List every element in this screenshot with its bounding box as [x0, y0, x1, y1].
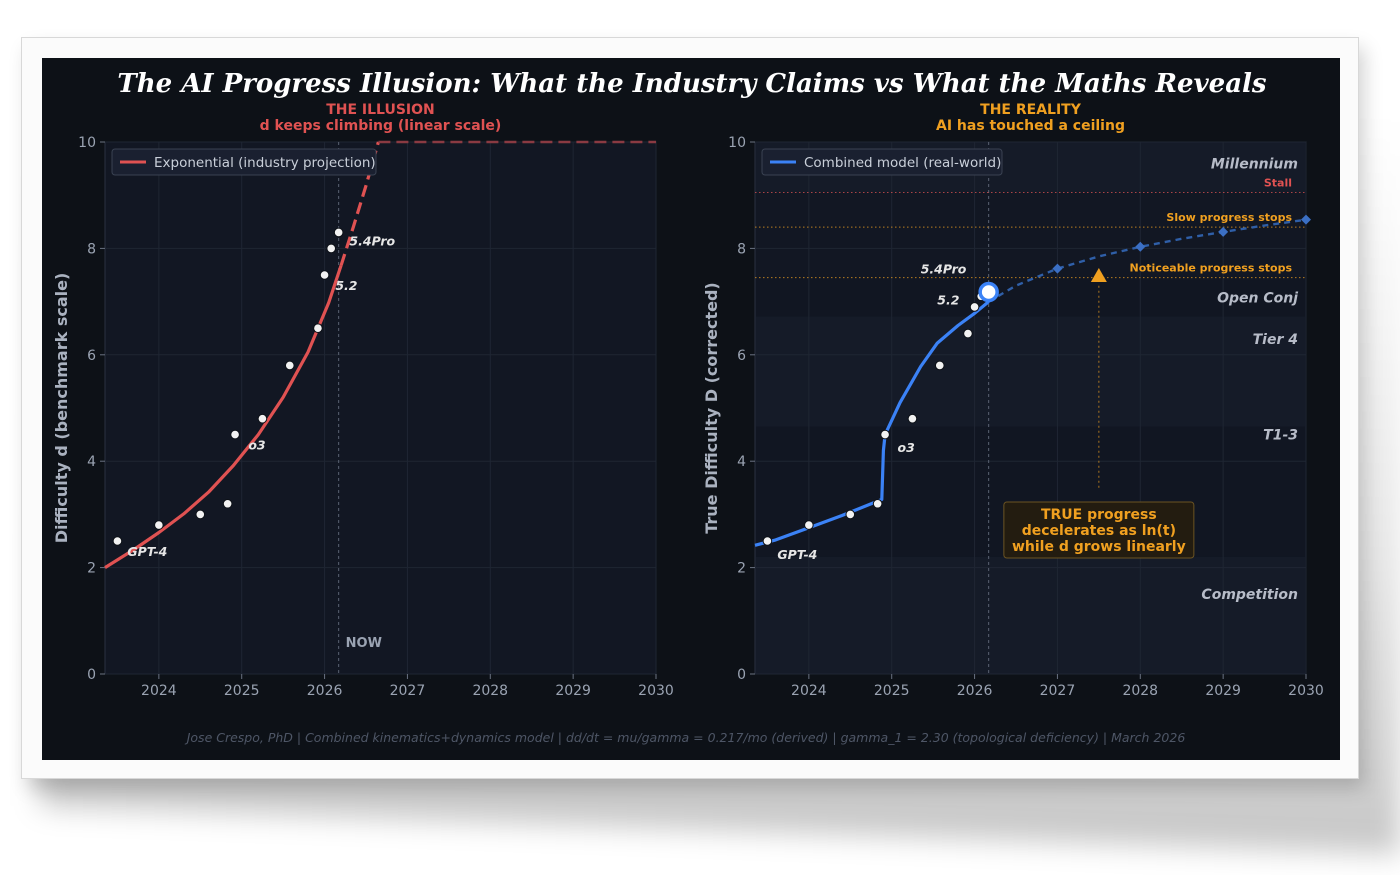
- illusion-axes: [104, 141, 657, 675]
- data-point: [257, 413, 268, 424]
- data-point: [963, 328, 973, 339]
- point-label: o3: [248, 437, 265, 452]
- projection-marker: [1135, 241, 1146, 252]
- x-tick-label: 2028: [1122, 683, 1158, 699]
- reality-legend-label: Combined model (real-world): [804, 155, 1001, 171]
- callout-box: [1003, 501, 1195, 559]
- projection-marker: [1301, 214, 1311, 225]
- illusion-panel: GPT-4 o3 5.2 5.4Pro 0 2 4 6 8 10 2024 2025 2026 2027…: [52, 102, 674, 699]
- x-tick-label: 2027: [390, 683, 426, 699]
- x-tick-label: 2029: [555, 683, 591, 699]
- x-tick-label: 2025: [874, 683, 910, 699]
- y-tick-label: 6: [737, 348, 746, 364]
- x-tick-label: 2030: [638, 683, 674, 699]
- projection-marker: [1052, 263, 1063, 274]
- data-point: [969, 302, 980, 312]
- point-label: GPT-4: [127, 544, 167, 559]
- x-tick-label: 2025: [224, 683, 260, 699]
- data-point: [326, 243, 337, 254]
- figure-canvas: The AI Progress Illusion: What the Indus…: [52, 69, 1324, 745]
- footer-credits: Jose Crespo, PhD | Combined kinematics+d…: [184, 730, 1186, 745]
- point-label: GPT-4: [777, 547, 817, 562]
- illusion-subtitle-2: d keeps climbing (linear scale): [260, 118, 502, 134]
- point-label: 5.4Pro: [921, 261, 967, 276]
- data-point: [313, 323, 323, 334]
- x-tick-label: 2029: [1205, 683, 1241, 699]
- tier-label: Open Conj: [1217, 290, 1298, 306]
- data-point: [154, 520, 164, 530]
- now-point: [978, 281, 999, 303]
- figure-title: The AI Progress Illusion: What the Indus…: [117, 69, 1267, 99]
- y-tick-label: 2: [737, 561, 746, 577]
- illusion-y-axis-label: Difficulty d (benchmark scale): [52, 273, 71, 544]
- x-tick-label: 2030: [1288, 683, 1324, 699]
- series-dashed-line: [988, 218, 1307, 303]
- threshold-label: Stall: [1264, 177, 1292, 190]
- data-point: [333, 227, 344, 238]
- reality-subtitle-2: AI has touched a ceiling: [936, 118, 1125, 134]
- x-tick-label: 2026: [957, 683, 993, 699]
- threshold-label: Noticeable progress stops: [1130, 262, 1293, 275]
- y-tick-label: 8: [737, 241, 746, 257]
- point-label: 5.4Pro: [349, 234, 395, 249]
- callout-text: decelerates as ln(t): [1022, 523, 1176, 539]
- x-tick-label: 2024: [141, 683, 177, 699]
- data-point: [319, 270, 330, 280]
- data-point: [845, 509, 856, 520]
- point-label: 5.2: [335, 278, 357, 293]
- x-tick-label: 2027: [1040, 683, 1076, 699]
- series-dashed-line: [339, 141, 380, 266]
- callout-text: while d grows linearly: [1012, 539, 1186, 555]
- data-point: [872, 498, 883, 509]
- x-tick-label: 2024: [791, 683, 827, 699]
- callout-arrow-head: [1090, 268, 1107, 282]
- data-point: [762, 536, 773, 546]
- callout-text: TRUE progress: [1041, 507, 1157, 523]
- tier-label: Tier 4: [1253, 332, 1298, 348]
- y-tick-label: 0: [87, 667, 96, 683]
- data-point: [284, 360, 295, 371]
- data-point: [880, 429, 890, 440]
- y-tick-label: 4: [737, 454, 746, 470]
- threshold-label: Slow progress stops: [1166, 211, 1292, 224]
- now-label: NOW: [346, 636, 382, 651]
- point-label: 5.2: [937, 292, 959, 307]
- data-point: [804, 520, 814, 530]
- reality-panel: Stall Slow progress stops Noticeable progr…: [702, 102, 1324, 699]
- tier-band: [756, 316, 1305, 427]
- illusion-subtitle-1: THE ILLUSION: [326, 102, 435, 118]
- x-tick-label: 2028: [472, 683, 508, 699]
- data-point: [934, 360, 945, 371]
- reality-subtitle-1: THE REALITY: [980, 102, 1082, 118]
- y-tick-label: 4: [87, 454, 96, 470]
- y-tick-label: 8: [87, 241, 96, 257]
- reality-y-axis-label: True Difficulty D (corrected): [702, 282, 721, 534]
- y-tick-label: 10: [78, 135, 96, 151]
- tier-label: Millennium: [1211, 156, 1298, 172]
- y-tick-label: 2: [87, 561, 96, 577]
- data-point: [907, 413, 918, 424]
- y-tick-label: 10: [728, 135, 746, 151]
- point-label: o3: [898, 440, 915, 455]
- tier-band: [756, 556, 1305, 674]
- projection-marker: [1218, 226, 1229, 237]
- data-point: [230, 429, 240, 440]
- tier-label: T1-3: [1263, 428, 1298, 444]
- tier-label: Competition: [1201, 587, 1298, 603]
- data-point: [222, 498, 233, 509]
- y-tick-label: 0: [737, 667, 746, 683]
- data-point: [112, 536, 123, 546]
- illusion-legend: Exponential (industry projection): [111, 148, 377, 176]
- y-tick-label: 6: [87, 348, 96, 364]
- series-solid-line: [104, 264, 343, 569]
- reality-legend: Combined model (real-world): [761, 148, 1003, 176]
- illusion-legend-label: Exponential (industry projection): [154, 155, 376, 171]
- x-tick-label: 2026: [307, 683, 343, 699]
- tier-band: [756, 277, 1305, 317]
- data-point: [195, 509, 206, 520]
